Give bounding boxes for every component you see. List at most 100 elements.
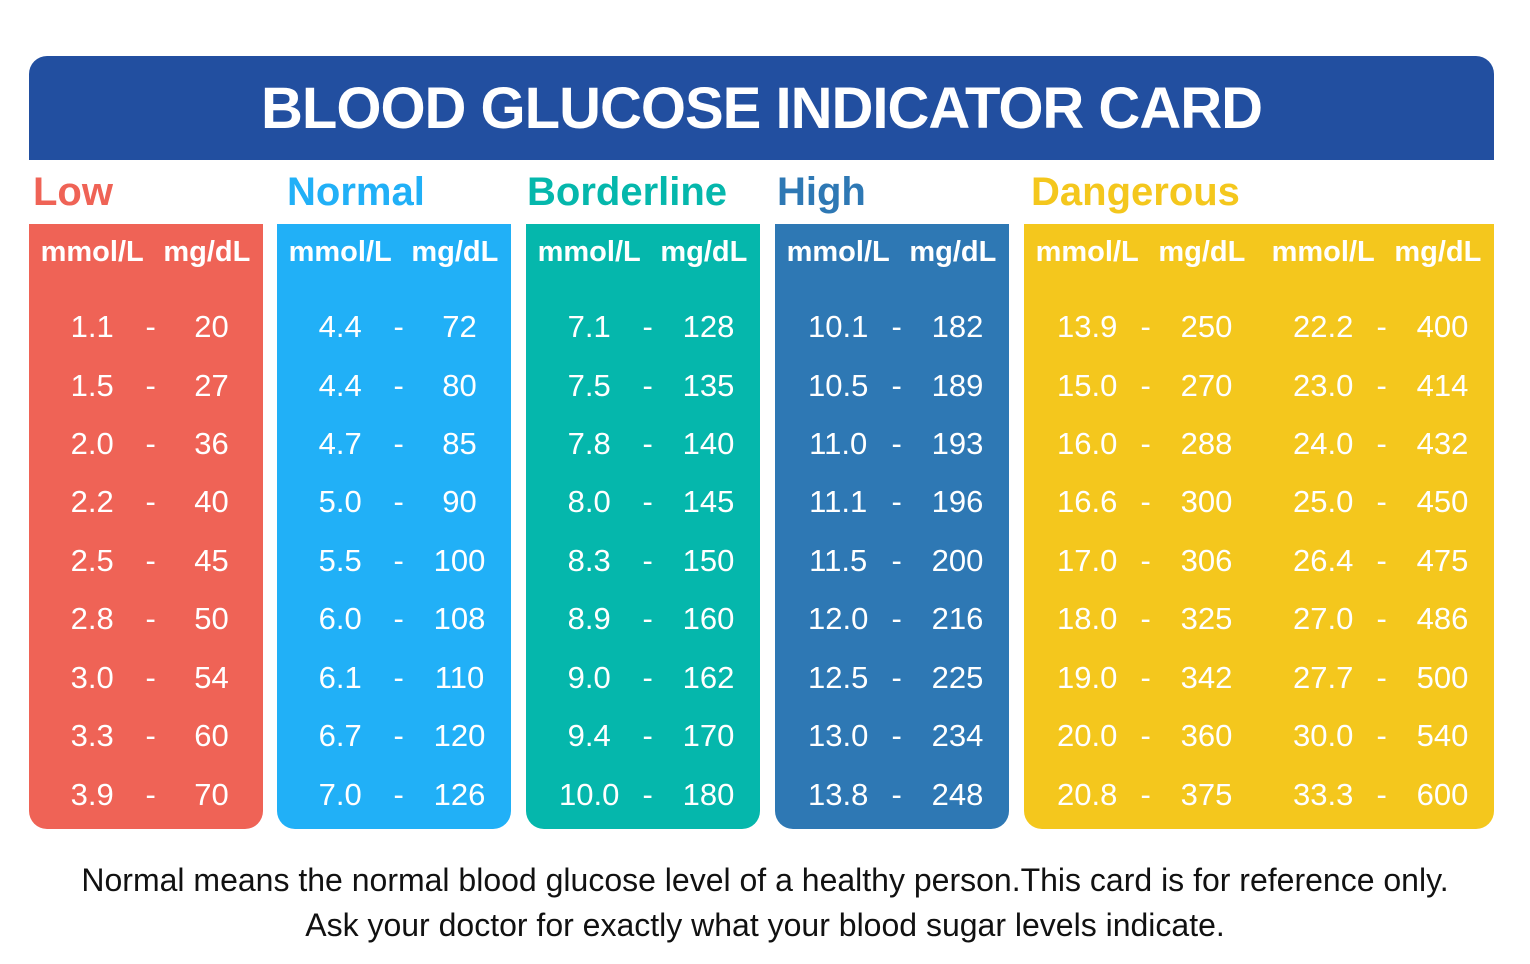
range-dash: - <box>891 368 902 403</box>
value-mmol: 16.6 <box>1057 484 1118 519</box>
range-dash: - <box>891 601 902 636</box>
value-mg: 27 <box>194 368 229 403</box>
value-mmol: 11.5 <box>809 543 868 578</box>
value-mg: 400 <box>1416 309 1469 344</box>
value-mg: 108 <box>433 601 486 636</box>
value-mg: 170 <box>682 718 735 753</box>
range-dash: - <box>891 426 902 461</box>
value-mmol: 5.0 <box>318 484 362 519</box>
unit-header-mg: mg/dL <box>660 236 748 268</box>
value-mg: 600 <box>1416 777 1469 812</box>
category-title-normal: Normal <box>287 170 425 214</box>
value-mmol: 6.0 <box>318 601 362 636</box>
unit-header-mmol: mmol/L <box>288 236 392 268</box>
value-mg: 135 <box>682 368 735 403</box>
value-mmol: 20.8 <box>1057 777 1118 812</box>
value-mg: 500 <box>1416 660 1469 695</box>
category-title-low: Low <box>33 170 113 214</box>
value-mmol: 12.0 <box>808 601 869 636</box>
value-mmol: 9.0 <box>567 660 611 695</box>
value-mg: 40 <box>194 484 229 519</box>
range-dash: - <box>1376 426 1387 461</box>
value-mmol: 13.9 <box>1057 309 1118 344</box>
value-mg: 54 <box>194 660 229 695</box>
value-mg: 110 <box>434 660 485 695</box>
value-mg: 100 <box>433 543 486 578</box>
value-mmol: 6.1 <box>318 660 362 695</box>
range-dash: - <box>1140 660 1151 695</box>
range-dash: - <box>891 309 902 344</box>
range-dash: - <box>145 309 156 344</box>
range-dash: - <box>1376 309 1387 344</box>
range-dash: - <box>1140 484 1151 519</box>
value-group: mmol/L mg/dL 13.9-250 15.0-270 16.0-288 16.6-… <box>1024 224 1258 829</box>
value-mmol: 8.0 <box>567 484 611 519</box>
value-mg: 72 <box>442 309 477 344</box>
value-mmol: 2.5 <box>70 543 114 578</box>
value-mmol: 7.0 <box>318 777 362 812</box>
value-mmol: 4.7 <box>318 426 362 461</box>
value-mmol: 25.0 <box>1293 484 1354 519</box>
range-dash: - <box>393 309 404 344</box>
value-mmol: 4.4 <box>318 368 362 403</box>
unit-header-mmol: mmol/L <box>537 236 641 268</box>
value-mmol: 17.0 <box>1057 543 1118 578</box>
value-mmol: 7.1 <box>567 309 611 344</box>
value-mmol: 10.5 <box>808 368 869 403</box>
value-group: mmol/L mg/dL 1.1-20 1.5-27 2.0-36 2.2-40 2.5-4… <box>29 224 263 829</box>
value-mmol: 23.0 <box>1293 368 1354 403</box>
range-dash: - <box>891 484 902 519</box>
value-mmol: 19.0 <box>1057 660 1118 695</box>
value-mg: 486 <box>1416 601 1469 636</box>
value-mmol: 11.1 <box>809 484 868 519</box>
value-mg: 150 <box>682 543 735 578</box>
value-mg: 160 <box>682 601 735 636</box>
range-dash: - <box>642 543 653 578</box>
category-title-dangerous: Dangerous <box>1031 170 1240 214</box>
value-mg: 375 <box>1180 777 1233 812</box>
unit-header-mmol: mmol/L <box>1035 236 1139 268</box>
range-dash: - <box>1140 543 1151 578</box>
value-mg: 234 <box>931 718 984 753</box>
range-dash: - <box>1376 368 1387 403</box>
value-mmol: 1.5 <box>70 368 114 403</box>
unit-header-mmol: mmol/L <box>786 236 890 268</box>
value-mg: 20 <box>194 309 229 344</box>
panel-high: mmol/L mg/dL 10.1-182 10.5-189 11.0-193 11.1-… <box>775 224 1009 829</box>
range-dash: - <box>642 309 653 344</box>
value-mmol: 2.0 <box>70 426 114 461</box>
range-dash: - <box>642 660 653 695</box>
category-title-borderline: Borderline <box>527 170 728 214</box>
range-dash: - <box>145 543 156 578</box>
value-group: mmol/L mg/dL 22.2-400 23.0-414 24.0-432 25.0-… <box>1260 224 1494 829</box>
unit-header-mg: mg/dL <box>163 236 251 268</box>
value-mg: 306 <box>1180 543 1233 578</box>
value-mg: 270 <box>1180 368 1233 403</box>
value-mmol: 26.4 <box>1293 543 1354 578</box>
value-mg: 216 <box>931 601 984 636</box>
value-mg: 225 <box>931 660 984 695</box>
value-mmol: 16.0 <box>1057 426 1118 461</box>
unit-header-mg: mg/dL <box>1394 236 1482 268</box>
range-dash: - <box>145 718 156 753</box>
range-dash: - <box>1376 777 1387 812</box>
range-dash: - <box>1376 543 1387 578</box>
range-dash: - <box>642 601 653 636</box>
value-mmol: 7.5 <box>567 368 611 403</box>
range-dash: - <box>1376 660 1387 695</box>
value-mg: 182 <box>931 309 984 344</box>
value-mmol: 8.3 <box>567 543 611 578</box>
value-mmol: 2.2 <box>70 484 114 519</box>
range-dash: - <box>393 368 404 403</box>
value-group: mmol/L mg/dL 7.1-128 7.5-135 7.8-140 8.0-145 8… <box>526 224 760 829</box>
range-dash: - <box>1140 368 1151 403</box>
value-mg: 140 <box>682 426 735 461</box>
value-mmol: 1.1 <box>70 309 114 344</box>
range-dash: - <box>642 777 653 812</box>
range-dash: - <box>891 660 902 695</box>
value-mmol: 24.0 <box>1293 426 1354 461</box>
value-mmol: 27.0 <box>1293 601 1354 636</box>
value-mg: 196 <box>931 484 984 519</box>
range-dash: - <box>1376 484 1387 519</box>
range-dash: - <box>145 777 156 812</box>
